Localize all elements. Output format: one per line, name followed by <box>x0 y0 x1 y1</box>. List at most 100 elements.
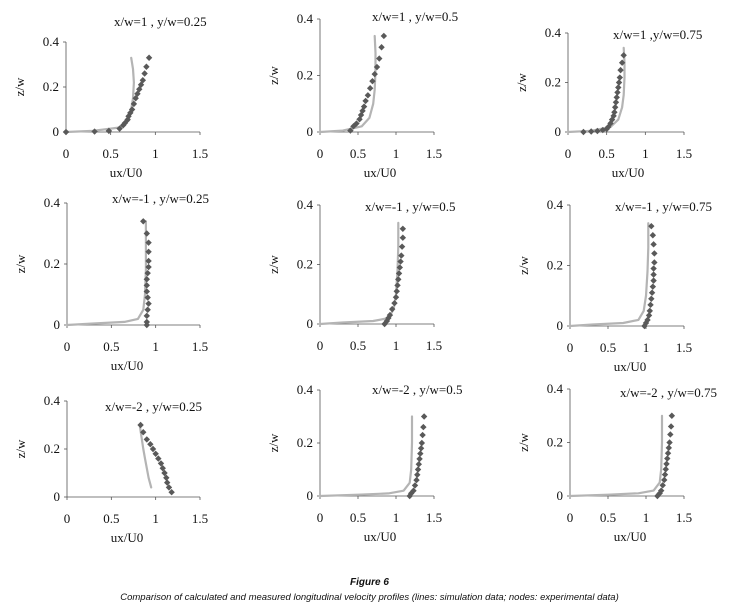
y-tick-label: 0.4 <box>545 25 562 40</box>
y-tick-label: 0.2 <box>43 79 59 94</box>
experimental-data-point <box>386 311 394 319</box>
experimental-data-point <box>145 300 152 307</box>
x-tick-label: 1.5 <box>426 510 442 525</box>
experimental-data-point <box>159 465 166 472</box>
x-tick-label: 1.5 <box>676 340 692 355</box>
y-tick-label: 0.2 <box>297 435 313 450</box>
y-tick-label: 0.2 <box>44 256 60 271</box>
experimental-data-point <box>121 119 129 127</box>
y-tick-label: 0 <box>555 124 562 139</box>
experimental-data-point <box>145 239 152 246</box>
experimental-data-point <box>376 55 383 62</box>
experimental-data-point <box>650 241 657 248</box>
experimental-data-point <box>116 125 123 132</box>
y-tick-label: 0.2 <box>545 75 561 90</box>
experimental-data-point <box>416 455 423 463</box>
y-tick-label: 0.2 <box>44 441 60 456</box>
experimental-data-point <box>143 276 150 283</box>
x-tick-label: 1.5 <box>676 146 692 161</box>
y-tick-label: 0 <box>53 124 60 139</box>
experimental-data-point <box>398 252 405 259</box>
experimental-data-point <box>664 455 671 462</box>
x-tick-label: 0 <box>64 339 71 354</box>
panel-title: x/w=1 , y/w=0.25 <box>114 14 207 29</box>
x-tick-label: 1 <box>393 510 400 525</box>
figure-title: Figure 6 <box>350 577 389 588</box>
experimental-data-point <box>105 127 113 135</box>
experimental-data-point <box>165 484 173 491</box>
experimental-data-point <box>611 104 619 111</box>
experimental-data-point <box>364 92 372 99</box>
x-tick-label: 1 <box>643 510 650 525</box>
x-tick-label: 0 <box>567 510 574 525</box>
x-tick-label: 0.5 <box>350 146 366 161</box>
x-tick-label: 0 <box>63 146 70 161</box>
experimental-data-point <box>415 461 422 468</box>
experimental-data-point <box>648 295 655 302</box>
y-axis-label: z/w <box>266 433 281 452</box>
simulation-line <box>318 34 377 134</box>
simulation-line <box>568 222 650 328</box>
x-axis-label: ux/U0 <box>614 529 647 544</box>
y-axis-label: z/w <box>516 256 531 275</box>
y-tick-label: 0 <box>307 124 314 139</box>
panel-title: x/w=1 ,y/w=0.75 <box>613 27 702 42</box>
x-tick-label: 0.5 <box>600 340 616 355</box>
x-tick-label: 0.5 <box>599 146 615 161</box>
y-tick-label: 0 <box>54 489 61 504</box>
simulation-line <box>65 220 147 327</box>
y-tick-label: 0 <box>557 318 564 333</box>
y-tick-label: 0.2 <box>297 257 313 272</box>
y-tick-label: 0.2 <box>297 68 313 83</box>
experimental-data-point <box>137 421 144 429</box>
y-tick-label: 0.4 <box>44 195 61 210</box>
x-tick-label: 1 <box>152 146 159 161</box>
experimental-data-point <box>360 103 368 110</box>
y-tick-label: 0.2 <box>547 435 563 450</box>
experimental-data-point <box>620 52 627 59</box>
experimental-data-point <box>161 469 168 477</box>
experimental-data-point <box>667 423 675 430</box>
experimental-data-point <box>649 232 657 239</box>
experimental-data-point <box>380 32 388 40</box>
experimental-data-point <box>647 301 654 309</box>
chart-panel-3: 0 0.5 1 1.5 0 0.2 0.4 ux/U0 z/w x/w=1 ,y/w=0.75 <box>514 25 702 180</box>
experimental-data-point <box>149 445 157 453</box>
experimental-data-point <box>393 288 400 295</box>
experimental-data-point <box>645 312 653 319</box>
experimental-data-point <box>665 444 672 452</box>
x-tick-label: 1 <box>642 146 649 161</box>
experimental-data-point <box>414 471 421 478</box>
y-axis-label: z/w <box>516 433 531 452</box>
y-axis-label: z/w <box>266 66 281 85</box>
x-tick-label: 0 <box>567 340 574 355</box>
y-tick-label: 0.2 <box>547 258 563 273</box>
y-axis-label: z/w <box>13 439 28 458</box>
x-axis-label: ux/U0 <box>364 529 397 544</box>
chart-panel-6: 0 0.5 1 1.5 0 0.2 0.4 ux/U0 z/w x/w=-1 , y/w=0.75 <box>516 197 712 374</box>
simulation-line <box>318 221 400 326</box>
simulation-line <box>318 415 414 498</box>
experimental-data-point <box>656 490 663 497</box>
x-axis-label: ux/U0 <box>111 358 144 373</box>
experimental-data-point <box>145 248 152 255</box>
experimental-data-point <box>418 439 426 447</box>
experimental-data-point <box>141 70 148 77</box>
experimental-data-point <box>392 294 400 301</box>
x-tick-label: 0 <box>317 338 324 353</box>
experimental-data-point <box>128 106 136 113</box>
experimental-data-point <box>373 63 381 71</box>
experimental-data-point <box>145 257 152 265</box>
experimental-data-point <box>362 97 369 105</box>
panel-title: x/w=1 , y/w=0.5 <box>372 9 458 24</box>
figure-caption: Comparison of calculated and measured lo… <box>120 592 619 603</box>
y-tick-label: 0.4 <box>297 197 314 212</box>
experimental-data-point <box>143 230 150 237</box>
panel-title: x/w=-2 , y/w=0.75 <box>620 385 717 400</box>
y-axis-label: z/w <box>12 77 27 96</box>
experimental-data-point <box>394 282 401 289</box>
experimental-data-point <box>396 264 403 271</box>
experimental-data-point <box>144 269 151 277</box>
experimental-data-point <box>130 100 138 108</box>
